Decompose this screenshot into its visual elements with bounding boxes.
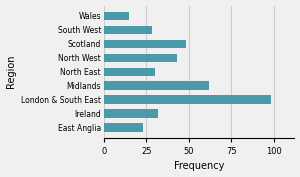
Y-axis label: Region: Region	[6, 55, 16, 88]
X-axis label: Frequency: Frequency	[174, 161, 224, 172]
Bar	[104, 25, 152, 34]
Bar	[104, 39, 186, 48]
Bar	[104, 67, 155, 76]
Bar	[104, 53, 177, 62]
Bar	[104, 109, 158, 118]
Bar	[104, 95, 271, 104]
Bar	[104, 123, 143, 132]
Bar	[104, 12, 129, 20]
Bar	[104, 81, 209, 90]
